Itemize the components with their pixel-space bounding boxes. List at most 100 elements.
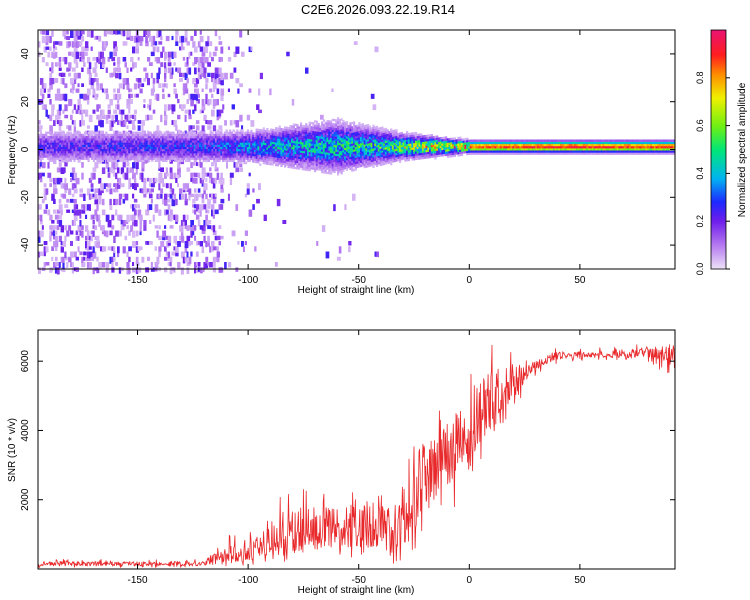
heatmap-cell	[112, 157, 115, 160]
heatmap-cell	[167, 241, 171, 246]
heatmap-cell	[39, 125, 43, 130]
heatmap-cell	[144, 155, 147, 158]
heatmap-cell	[141, 83, 145, 87]
heatmap-cell	[71, 167, 76, 173]
heatmap-cell	[96, 114, 100, 120]
heatmap-cell	[165, 251, 169, 256]
heatmap-cell	[128, 120, 132, 124]
heatmap-cell	[248, 155, 251, 158]
heatmap-cell	[344, 147, 347, 150]
heatmap-cell	[177, 155, 180, 158]
heatmap-cell	[206, 148, 209, 152]
heatmap-cell	[205, 193, 208, 200]
heatmap-cell	[407, 154, 410, 157]
heatmap-cell	[43, 183, 47, 188]
heatmap-cell	[149, 153, 152, 156]
heatmap-cell	[94, 72, 98, 77]
heatmap-cell	[268, 147, 271, 150]
heatmap-cell	[164, 78, 167, 83]
heatmap-cell	[190, 172, 194, 178]
heatmap-cell	[347, 140, 350, 143]
heatmap-cell	[248, 148, 251, 152]
heatmap-cell	[103, 153, 106, 156]
heatmap-cell	[165, 35, 170, 42]
heatmap-cell	[358, 135, 361, 138]
heatmap-cell	[70, 262, 73, 268]
heatmap-cell	[142, 155, 145, 158]
heatmap-cell	[301, 142, 304, 145]
heatmap-cell	[130, 93, 133, 98]
heatmap-cell	[149, 142, 152, 145]
heatmap-cell	[322, 156, 326, 159]
heatmap-cell	[209, 129, 212, 132]
heatmap-cell	[305, 129, 308, 133]
heatmap-cell	[143, 67, 147, 72]
heatmap-cell	[193, 153, 196, 156]
heatmap-cell	[83, 256, 86, 261]
heatmap-cell	[165, 172, 169, 177]
heatmap-cell	[342, 167, 345, 170]
heatmap-cell	[190, 148, 193, 152]
heatmap-cell	[236, 140, 239, 143]
heatmap-cell	[98, 153, 101, 156]
heatmap-cell	[179, 133, 182, 137]
heatmap-cell	[246, 138, 249, 141]
heatmap-cell	[92, 142, 96, 145]
heatmap-cell	[54, 230, 58, 235]
heatmap-cell	[314, 128, 317, 132]
heatmap-cell	[429, 136, 432, 139]
heatmap-cell	[356, 129, 359, 132]
heatmap-cell	[130, 214, 133, 221]
heatmap-cell	[381, 126, 384, 129]
heatmap-cell	[340, 152, 343, 156]
heatmap-cell	[340, 146, 343, 149]
heatmap-cell	[317, 129, 320, 132]
heatmap-cell	[79, 57, 83, 62]
heatmap-cell	[147, 177, 150, 182]
heatmap-cell	[381, 150, 384, 153]
heatmap-cell	[151, 138, 154, 141]
heatmap-cell	[170, 157, 173, 160]
heatmap-cell	[167, 144, 170, 147]
heatmap-cell	[168, 159, 172, 162]
heatmap-cell	[234, 148, 237, 152]
heatmap-cell	[344, 138, 347, 142]
heatmap-cell	[294, 123, 297, 127]
heatmap-cell	[333, 153, 336, 156]
heatmap-cell	[91, 155, 94, 158]
heatmap-cell	[149, 148, 152, 152]
heatmap-cell	[39, 144, 42, 147]
heatmap-cell	[214, 138, 218, 141]
heatmap-cell	[216, 235, 221, 241]
heatmap-cell	[57, 133, 60, 137]
heatmap-cell	[308, 143, 311, 146]
heatmap-cell	[347, 125, 350, 128]
heatmap-cell	[328, 171, 331, 175]
heatmap-cell	[73, 120, 76, 127]
heatmap-cell	[356, 146, 359, 149]
heatmap-cell	[46, 142, 49, 145]
heatmap-cell	[229, 177, 233, 185]
heatmap-cell	[381, 163, 384, 166]
heatmap-cell	[137, 133, 140, 137]
heatmap-cell	[308, 147, 311, 150]
heatmap-cell	[61, 133, 64, 137]
heatmap-cell	[164, 104, 167, 112]
heatmap-cell	[285, 143, 288, 147]
heatmap-cell	[52, 138, 55, 141]
heatmap-cell	[117, 140, 120, 143]
heatmap-cell	[301, 161, 304, 164]
heatmap-cell	[186, 133, 189, 137]
heatmap-cell	[96, 153, 99, 156]
heatmap-cell	[367, 156, 370, 159]
heatmap-cell	[135, 167, 138, 175]
heatmap-cell	[156, 131, 159, 134]
heatmap-cell	[400, 144, 403, 148]
heatmap-cell	[41, 157, 44, 160]
heatmap-cell	[237, 161, 241, 165]
heatmap-cell	[212, 198, 217, 204]
heatmap-cell	[180, 230, 184, 238]
heatmap-cell	[43, 251, 46, 257]
heatmap-cell	[119, 155, 122, 158]
heatmap-cell	[216, 148, 219, 152]
